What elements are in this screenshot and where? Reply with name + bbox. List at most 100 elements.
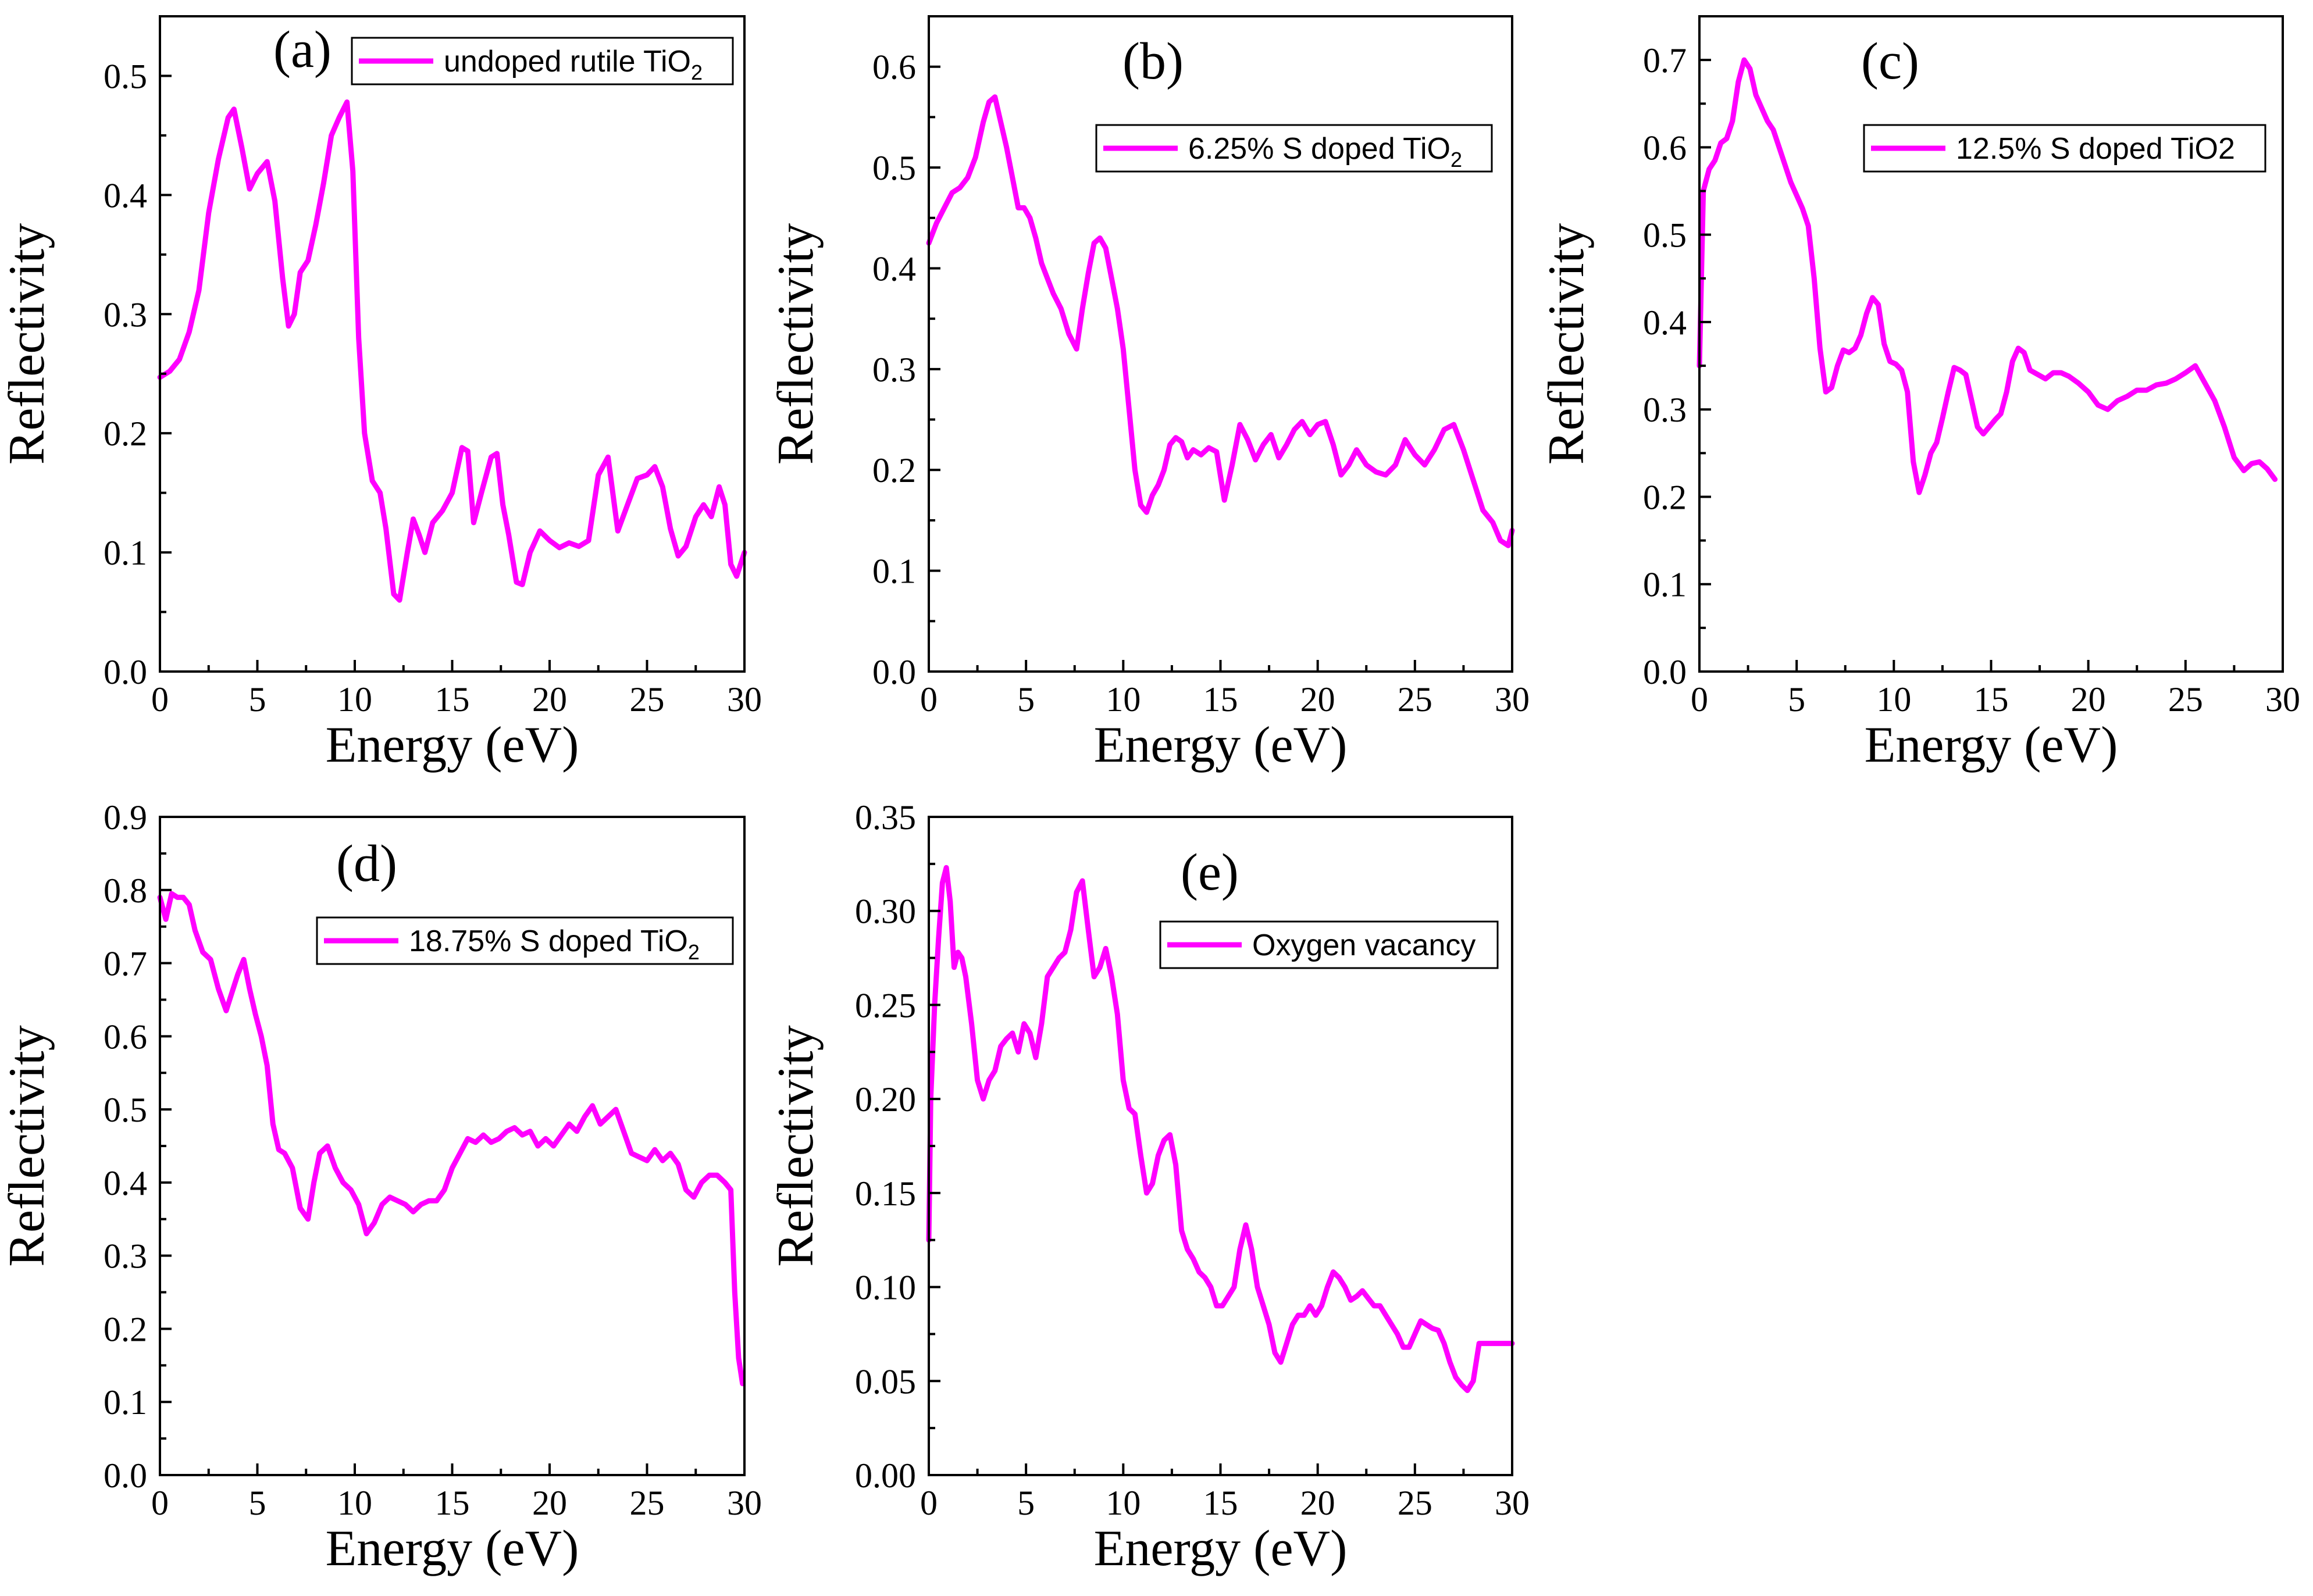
panel-a-x-tick-label: 30 (727, 680, 762, 719)
svg-text:12.5% S doped TiO2: 12.5% S doped TiO2 (1956, 132, 2235, 166)
panel-c-y-tick-label: 0.3 (1643, 391, 1687, 429)
panel-a-legend-subscript: 2 (691, 60, 703, 84)
panel-b-ticks: 0 5 10 15 20 25 30 0.0 0.1 0.2 0.3 0.4 0.5 0.6 (872, 15, 1530, 719)
panel-d-y-tick-label: 0.5 (104, 1091, 147, 1129)
panel-c-x-tick-label: 25 (2168, 680, 2203, 719)
panel-b-y-tick-label: 0.1 (872, 552, 916, 591)
panel-b-y-tick-label: 0.2 (872, 451, 916, 490)
panel-b-x-tick-label: 20 (1300, 680, 1335, 719)
panel-d-x-tick-label: 0 (151, 1484, 169, 1522)
panel-b-x-axis-title: Energy (eV) (1094, 717, 1348, 773)
panel-c-series-line-0 (1697, 57, 2278, 495)
panel-d-x-tick-label: 15 (435, 1484, 470, 1522)
panel-b-series (926, 94, 1515, 548)
svg-text:Oxygen vacancy: Oxygen vacancy (1252, 929, 1476, 962)
panel-d-y-tick-label: 0.8 (104, 872, 147, 910)
panel-d-x-tick-label: 30 (727, 1484, 762, 1522)
panel-b-y-tick-label: 0.3 (872, 351, 916, 389)
panel-e-x-tick-label: 15 (1203, 1484, 1238, 1522)
panel-d-y-tick-label: 0.1 (104, 1383, 147, 1422)
panel-c-legend-label: 12.5% S doped TiO2 (1956, 132, 2235, 166)
panel-d-x-tick-label: 10 (337, 1484, 372, 1522)
panel-e-y-tick-label: 0.25 (855, 986, 916, 1024)
panel-e-legend-label: Oxygen vacancy (1252, 929, 1476, 962)
panel-e-y-tick-label: 0.00 (855, 1456, 916, 1495)
panel-d-y-tick-label: 0.9 (104, 798, 147, 837)
panel-d-legend-subscript: 2 (688, 940, 700, 964)
panel-a-x-tick-label: 0 (151, 680, 169, 719)
panel-b-x-tick-label: 15 (1203, 680, 1238, 719)
panel-e-x-tick-label: 0 (920, 1484, 938, 1522)
panel-a-ticks: 0 5 10 15 20 25 30 0.0 0.1 0.2 0.3 0.4 0.5 (104, 57, 762, 719)
svg-text:6.25% S doped TiO2: 6.25% S doped TiO2 (1188, 132, 1462, 172)
panel-c-y-tick-label: 0.0 (1643, 653, 1687, 691)
panel-d: 0 5 10 15 20 25 30 0.0 0.1 0.2 0.3 0.4 0.5 0.6 0.7 0.8 0… (0, 798, 762, 1577)
panel-d-x-axis-title: Energy (eV) (326, 1520, 579, 1577)
panel-c-y-tick-label: 0.6 (1643, 128, 1687, 167)
panel-a-y-tick-label: 0.0 (104, 653, 147, 691)
panel-c-x-tick-label: 15 (1974, 680, 2009, 719)
panel-e-y-tick-label: 0.35 (855, 798, 916, 837)
panel-a: 0 5 10 15 20 25 30 0.0 0.1 0.2 0.3 0.4 0.5 Energy (e… (0, 15, 762, 773)
panel-c-y-tick-label: 0.1 (1643, 566, 1687, 604)
panel-c-y-tick-label: 0.2 (1643, 478, 1687, 516)
panel-c-x-tick-label: 0 (1691, 680, 1708, 719)
panel-e-x-axis-title: Energy (eV) (1094, 1520, 1348, 1577)
panel-c-y-tick-label: 0.5 (1643, 216, 1687, 255)
panel-e-x-tick-label: 5 (1017, 1484, 1035, 1522)
panel-b-legend-label: 6.25% S doped TiO (1188, 132, 1450, 166)
panel-e-ticks: 0 5 10 15 20 25 30 0.00 0.05 0.10 0.15 0.20 0.25 0.30… (855, 798, 1530, 1522)
panel-e-series-line-0 (926, 865, 1515, 1393)
panel-b-x-tick-label: 30 (1495, 680, 1530, 719)
panel-e: 0 5 10 15 20 25 30 0.00 0.05 0.10 0.15 0.20 0.25 0.30… (768, 798, 1530, 1577)
panel-a-legend: undoped rutile TiO2 (351, 37, 734, 85)
panel-b-x-tick-label: 0 (920, 680, 938, 719)
panel-d-ticks: 0 5 10 15 20 25 30 0.0 0.1 0.2 0.3 0.4 0.5 0.6 0.7 0.8 0… (104, 798, 762, 1522)
panel-a-tag: (a) (273, 21, 332, 78)
panel-a-y-tick-label: 0.1 (104, 534, 147, 572)
panel-d-y-tick-label: 0.6 (104, 1017, 147, 1056)
panel-d-series-line-0 (157, 891, 746, 1387)
panel-d-x-tick-label: 20 (532, 1484, 567, 1522)
panel-d-legend-label: 18.75% S doped TiO (409, 924, 688, 958)
panel-c-x-tick-label: 10 (1876, 680, 1911, 719)
panel-d-y-axis-title: Reflectivity (0, 1025, 55, 1266)
panel-b-x-tick-label: 10 (1106, 680, 1141, 719)
panel-e-y-axis-title: Reflectivity (768, 1025, 824, 1266)
panel-e-x-tick-label: 20 (1300, 1484, 1335, 1522)
panel-c: 0 5 10 15 20 25 30 0.0 0.1 0.2 0.3 0.4 0.5 0.6 0.7 Ene… (1538, 15, 2300, 773)
panel-b-legend: 6.25% S doped TiO2 (1095, 124, 1493, 173)
svg-text:18.75% S doped TiO2: 18.75% S doped TiO2 (409, 924, 700, 964)
panel-a-x-tick-label: 20 (532, 680, 567, 719)
panel-b-y-tick-label: 0.6 (872, 48, 916, 87)
panel-e-x-tick-label: 30 (1495, 1484, 1530, 1522)
panel-d-y-tick-label: 0.2 (104, 1310, 147, 1348)
panel-a-y-tick-label: 0.5 (104, 57, 147, 95)
panel-e-legend: Oxygen vacancy (1159, 920, 1499, 969)
panel-b-y-axis-title: Reflectivity (768, 223, 824, 465)
panel-d-tag: (d) (336, 835, 397, 892)
panel-c-x-tick-label: 20 (2071, 680, 2106, 719)
panel-e-y-tick-label: 0.20 (855, 1080, 916, 1119)
panel-b: 0 5 10 15 20 25 30 0.0 0.1 0.2 0.3 0.4 0.5 0.6 Energy… (768, 15, 1530, 773)
panel-d-x-tick-label: 25 (630, 1484, 665, 1522)
panel-e-y-tick-label: 0.15 (855, 1174, 916, 1213)
panel-c-y-axis-title: Reflectivity (1538, 223, 1595, 465)
panel-b-x-tick-label: 25 (1398, 680, 1432, 719)
panel-d-y-tick-label: 0.4 (104, 1164, 147, 1202)
panel-a-series (157, 99, 747, 603)
panel-b-y-tick-label: 0.5 (872, 149, 916, 187)
panel-a-x-tick-label: 5 (249, 680, 266, 719)
panel-a-x-tick-label: 25 (630, 680, 665, 719)
panel-c-legend: 12.5% S doped TiO2 (1863, 124, 2266, 173)
panel-a-x-axis-title: Energy (eV) (326, 717, 579, 773)
panel-d-y-tick-label: 0.0 (104, 1456, 147, 1495)
panel-d-x-tick-label: 5 (249, 1484, 266, 1522)
panel-e-y-tick-label: 0.30 (855, 892, 916, 931)
panel-a-y-tick-label: 0.3 (104, 295, 147, 334)
panel-a-y-tick-label: 0.2 (104, 415, 147, 453)
panel-b-x-tick-label: 5 (1017, 680, 1035, 719)
panel-e-x-tick-label: 25 (1398, 1484, 1432, 1522)
panel-c-x-tick-label: 5 (1788, 680, 1805, 719)
